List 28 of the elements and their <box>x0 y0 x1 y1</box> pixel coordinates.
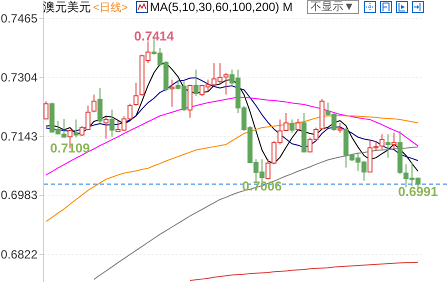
candlestick <box>110 109 114 138</box>
annotation: 0.6991 <box>398 184 438 199</box>
line-series <box>46 96 418 176</box>
line-series <box>46 77 418 162</box>
candlestick <box>338 122 342 134</box>
candlestick <box>98 88 102 124</box>
y-tick-label: 0.6822 <box>0 247 38 262</box>
annotation: 0.7414 <box>134 28 175 44</box>
candlestick <box>290 119 294 134</box>
candlestick <box>104 116 108 140</box>
y-tick-label: 0.7465 <box>0 11 38 26</box>
candlestick <box>92 94 96 113</box>
annotation: 不显示▼ <box>306 0 359 14</box>
y-tick-label: 0.7304 <box>0 70 38 85</box>
candlestick <box>386 134 390 158</box>
chart-title: 澳元美元 <box>43 0 91 16</box>
chart-subtitle: <日线> <box>93 0 128 14</box>
annotation: 0.7109 <box>50 140 90 156</box>
candlestick <box>44 100 48 120</box>
y-tick-label: 0.7143 <box>0 130 38 144</box>
candlestick <box>74 119 78 138</box>
y-tick-label: 0.6983 <box>0 188 38 202</box>
line-series <box>190 262 418 282</box>
candlestick <box>392 132 396 150</box>
annotation: MA(5,10,30,60,100,200) M <box>150 0 293 14</box>
candlestick <box>296 118 300 132</box>
candlestick <box>194 69 198 97</box>
candlestick <box>134 82 138 106</box>
